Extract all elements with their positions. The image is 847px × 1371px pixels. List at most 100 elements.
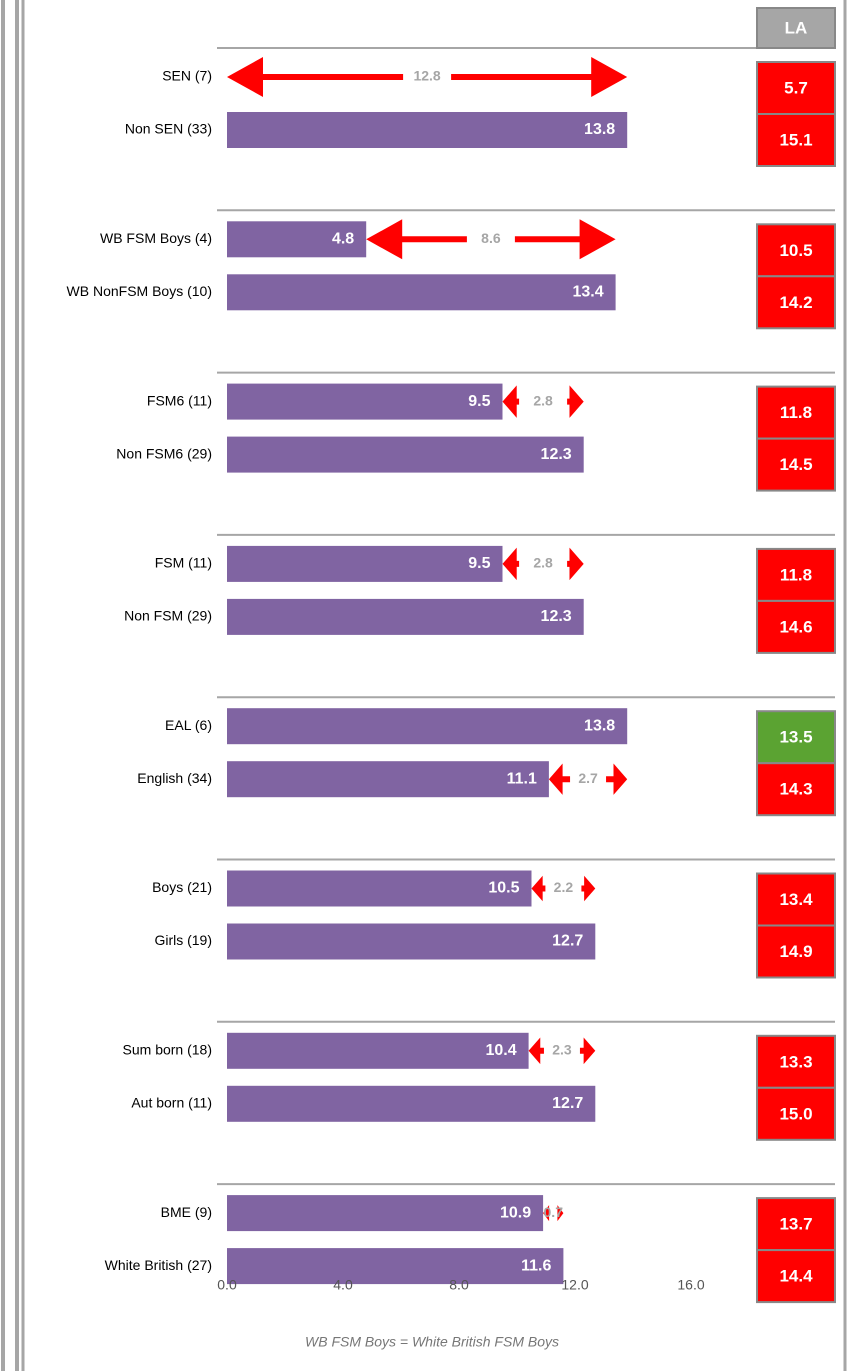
la-box [756, 1197, 836, 1252]
gap-arrow [567, 385, 584, 418]
bar [227, 112, 628, 148]
la-value-label: 15.0 [779, 1104, 812, 1123]
la-box [756, 113, 836, 167]
gap-label: 2.8 [533, 392, 553, 408]
la-value-label: 13.7 [779, 1215, 812, 1234]
category-label: EAL (6) [165, 717, 212, 733]
bar [227, 1248, 564, 1285]
bar [227, 221, 367, 258]
bar-value-label: 12.3 [541, 446, 572, 463]
bar [227, 545, 503, 582]
category-label: BME (9) [161, 1204, 212, 1220]
la-box [756, 1249, 836, 1304]
la-box [756, 1086, 836, 1141]
la-value-label: 13.3 [779, 1052, 812, 1071]
gap-arrow [227, 57, 404, 97]
x-tick-label: 4.0 [333, 1277, 353, 1293]
category-label: FSM6 (11) [147, 392, 212, 408]
gap-label: 12.8 [413, 68, 440, 84]
la-box [756, 437, 836, 492]
la-value-label: 13.4 [779, 890, 813, 909]
gap-arrow [567, 547, 584, 581]
category-label: SEN (7) [162, 68, 212, 84]
la-box [756, 223, 836, 278]
la-box [756, 275, 836, 330]
la-value-label: 5.7 [784, 78, 808, 97]
bar [227, 1032, 529, 1069]
category-label: Boys (21) [152, 879, 212, 895]
bar-value-label: 9.5 [468, 393, 490, 410]
la-box [756, 762, 836, 817]
bar-value-label: 4.8 [332, 231, 354, 248]
category-label: Non FSM (29) [124, 608, 212, 624]
la-value-label: 14.5 [779, 455, 812, 474]
gap-label: 2.2 [554, 879, 574, 895]
bar-value-label: 12.7 [552, 1095, 583, 1112]
bar-value-label: 10.5 [488, 880, 519, 897]
left-border-inner [15, 0, 19, 1371]
la-value-label: 11.8 [780, 565, 812, 584]
bar [227, 383, 503, 420]
la-value-label: 10.5 [779, 241, 812, 260]
gap-arrow [579, 1037, 596, 1065]
bar-value-label: 13.8 [584, 121, 615, 138]
gap-label: 2.3 [552, 1042, 572, 1058]
la-value-label: 14.9 [779, 942, 812, 961]
bar [227, 870, 532, 907]
la-value-label: 14.2 [779, 293, 812, 312]
category-label: English (34) [137, 770, 212, 786]
bar-value-label: 10.4 [485, 1042, 516, 1059]
bar [227, 1195, 544, 1232]
la-value-label: 15.1 [779, 130, 812, 149]
x-tick-label: 8.0 [449, 1277, 469, 1293]
la-value-label: 14.3 [779, 780, 812, 799]
bar-value-label: 13.8 [584, 717, 615, 734]
la-value-label: 13.5 [779, 728, 812, 747]
category-label: Girls (19) [154, 932, 212, 948]
bar-value-label: 11.1 [507, 770, 537, 787]
category-label: WB NonFSM Boys (10) [67, 283, 212, 299]
bar-value-label: 13.4 [572, 284, 603, 301]
panel-border [21, 0, 847, 1371]
category-label: FSM (11) [155, 555, 212, 571]
bar-value-label: 12.3 [541, 608, 572, 625]
bar-value-label: 11.6 [521, 1257, 551, 1274]
la-header-box [756, 7, 836, 49]
gap-arrow [366, 219, 467, 260]
bar [227, 761, 549, 798]
category-label: Non FSM6 (29) [116, 445, 212, 461]
category-label: Sum born (18) [123, 1042, 212, 1058]
la-header: LA [785, 18, 808, 37]
gap-label: 2.8 [533, 555, 553, 571]
la-box [756, 872, 836, 927]
category-label: Aut born (11) [131, 1095, 212, 1111]
la-value-label: 11.8 [780, 403, 812, 422]
left-border [1, 0, 5, 1371]
gap-arrow [528, 1037, 544, 1065]
la-box [756, 710, 836, 765]
bar-value-label: 9.5 [468, 555, 490, 572]
bar [227, 1085, 596, 1122]
la-value-label: 14.6 [779, 617, 812, 636]
gap-arrow [502, 385, 520, 418]
x-tick-label: 0.0 [217, 1277, 237, 1293]
gap-arrow [514, 219, 616, 260]
gap-label: 2.7 [578, 770, 598, 786]
x-tick-label: 12.0 [561, 1277, 588, 1293]
bar [227, 923, 596, 960]
gap-arrow [581, 875, 596, 902]
gap-arrow [606, 763, 628, 795]
la-box [756, 924, 836, 979]
category-label: White British (27) [105, 1257, 212, 1273]
gap-arrow [543, 1205, 550, 1222]
gap-arrow [451, 57, 628, 97]
bar [227, 598, 584, 635]
bar [227, 436, 584, 473]
bar-value-label: 10.9 [500, 1204, 531, 1221]
gap-arrow [548, 763, 571, 795]
gap-arrow [502, 547, 520, 581]
gap-label: 8.6 [481, 230, 501, 246]
category-label: Non SEN (33) [125, 121, 212, 137]
